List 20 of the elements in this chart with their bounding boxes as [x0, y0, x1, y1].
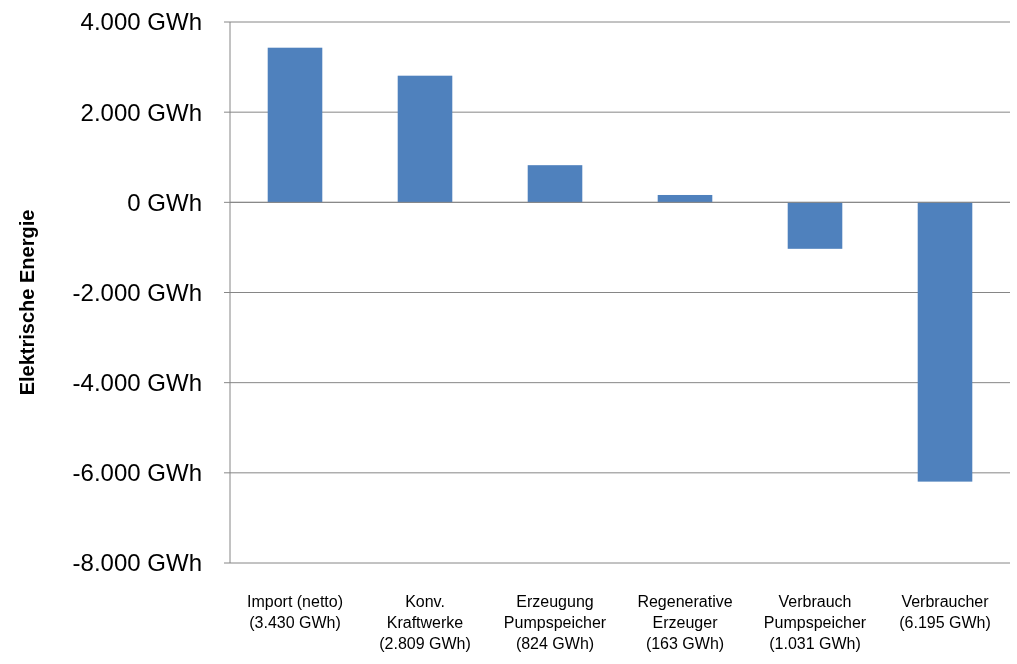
- bar: [267, 47, 323, 203]
- y-tick-label: 4.000 GWh: [80, 8, 202, 36]
- y-tick-label: -8.000 GWh: [72, 549, 202, 577]
- x-tick-label: Verbrauch Pumpspeicher (1.031 GWh): [763, 593, 867, 652]
- y-tick-label: 2.000 GWh: [80, 98, 202, 126]
- bar: [657, 194, 713, 203]
- y-tick-label: -4.000 GWh: [72, 369, 202, 397]
- bar: [917, 202, 973, 482]
- x-tick-label: Konv. Kraftwerke (2.809 GWh): [379, 593, 471, 652]
- y-tick-label: 0 GWh: [127, 188, 202, 216]
- y-axis-title: Elektrische Energie: [16, 209, 38, 396]
- x-tick-label: Import (netto) (3.430 GWh): [246, 593, 344, 631]
- x-tick-label: Verbraucher (6.195 GWh): [899, 593, 991, 631]
- y-tick-label: -2.000 GWh: [72, 278, 202, 306]
- y-tick-label: -6.000 GWh: [72, 459, 202, 487]
- x-tick-label: Erzeugung Pumpspeicher (824 GWh): [503, 593, 607, 652]
- bar: [397, 75, 453, 203]
- x-tick-label: Regenerative Erzeuger (163 GWh): [637, 593, 733, 652]
- bar: [787, 202, 843, 249]
- bar: [527, 165, 583, 203]
